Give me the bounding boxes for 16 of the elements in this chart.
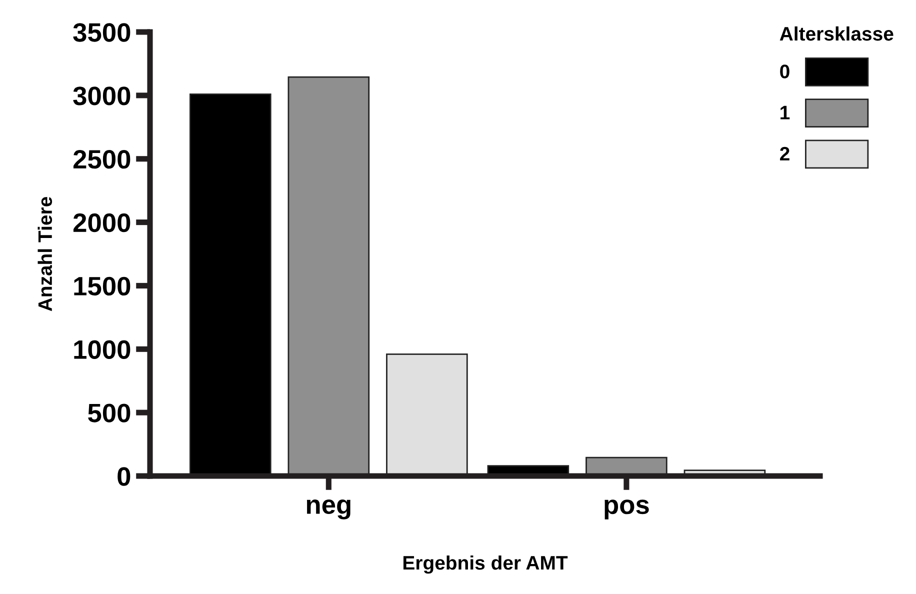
y-tick-label: 3000 [73, 86, 130, 106]
y-axis-title: Anzahl Tiere [38, 197, 52, 312]
y-tick-label: 500 [88, 404, 130, 422]
legend-label: 1 [780, 106, 790, 120]
y-tick-label: 1500 [74, 276, 130, 296]
y-tick-label: 0 [118, 467, 130, 486]
y-tick-label: 3500 [73, 23, 130, 42]
x-tick-label: neg [306, 500, 350, 520]
legend-label: 2 [780, 146, 790, 160]
legend-label: 0 [780, 64, 790, 78]
y-tick-label: 2000 [73, 213, 130, 232]
y-tick-label: 2500 [73, 150, 130, 169]
x-tick-label: pos [604, 500, 649, 520]
legend-title: Altersklasse [780, 26, 894, 41]
x-axis-title: Ergebnis der AMT [403, 555, 568, 574]
y-tick-label: 1000 [74, 340, 130, 359]
